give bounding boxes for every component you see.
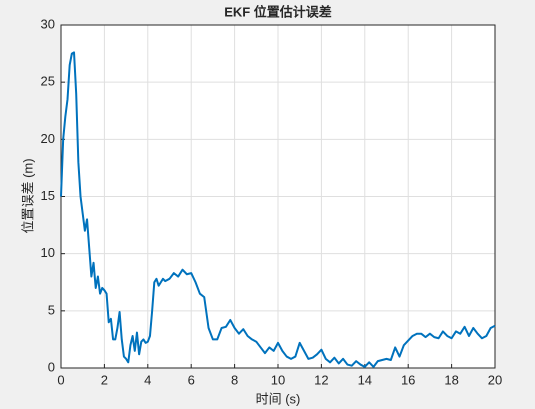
chart-title: EKF 位置估计误差: [224, 4, 332, 19]
y-axis-label: 位置误差 (m): [20, 158, 35, 233]
x-tick-label: 8: [231, 372, 238, 387]
x-tick-label: 4: [144, 372, 151, 387]
y-tick-label: 10: [41, 245, 55, 260]
x-tick-label: 2: [101, 372, 108, 387]
x-tick-label: 16: [401, 372, 415, 387]
x-tick-label: 10: [271, 372, 285, 387]
y-tick-label: 25: [41, 74, 55, 89]
x-tick-label: 0: [57, 372, 64, 387]
x-tick-label: 6: [188, 372, 195, 387]
x-tick-label: 12: [314, 372, 328, 387]
x-tick-label: 18: [444, 372, 458, 387]
data-line: [60, 51, 496, 368]
x-tick-label: 14: [358, 372, 372, 387]
y-tick-label: 15: [41, 188, 55, 203]
y-tick-label: 5: [48, 302, 55, 317]
x-axis-label: 时间 (s): [256, 391, 301, 406]
y-tick-label: 0: [48, 359, 55, 374]
x-tick-label: 20: [488, 372, 502, 387]
y-tick-label: 20: [41, 131, 55, 146]
y-tick-label: 30: [41, 16, 55, 31]
